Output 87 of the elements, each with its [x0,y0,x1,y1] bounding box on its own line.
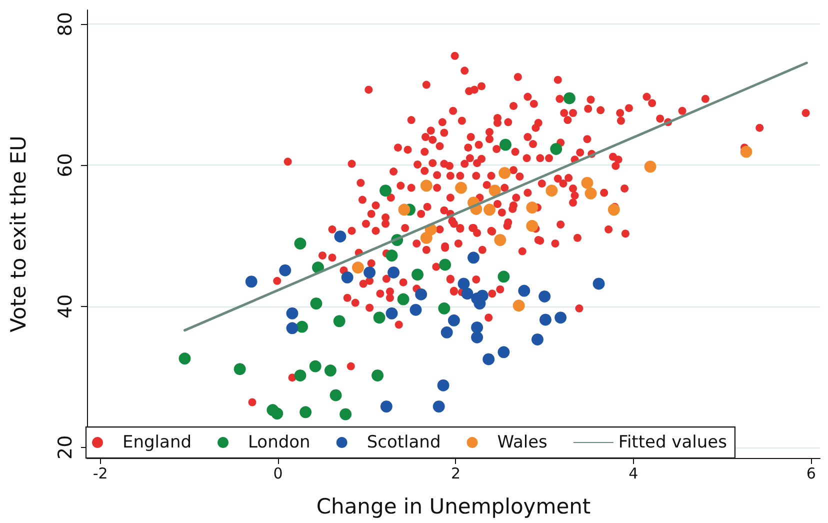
point [499,138,512,151]
point [581,176,594,189]
point [461,288,474,300]
point [309,360,322,372]
point [438,302,450,314]
point [294,238,306,250]
point [398,204,410,216]
point [531,333,544,346]
x-tick-label: -2 [92,464,108,482]
point [539,314,552,326]
point [271,408,284,420]
point [448,314,460,326]
x-axis-title: Change in Unemployment [316,494,591,518]
point [471,321,484,334]
point [310,297,322,310]
point [526,220,538,232]
point [364,266,376,278]
y-tick-label: 60 [54,153,76,178]
x-tick-label: 4 [628,464,638,482]
point [740,146,752,158]
legend-label: England [122,432,192,452]
point [245,276,258,288]
point [644,160,656,173]
x-tick-label: 0 [273,464,283,482]
point [518,284,530,297]
point [526,202,538,214]
point [488,184,501,197]
point [300,406,312,418]
legend-label: London [248,432,310,452]
point [471,331,484,344]
point [538,290,551,302]
point [286,307,298,320]
point [468,252,480,264]
point [584,187,597,200]
point [372,369,384,382]
point [455,182,468,194]
point [294,369,306,382]
point [482,353,495,366]
point [373,312,386,324]
point [420,232,432,244]
point [330,389,342,402]
y-tick-label: 20 [54,435,76,460]
point [439,258,452,271]
x-tick-label: 6 [806,464,816,482]
point [498,270,510,283]
point [324,364,336,377]
point [412,268,424,281]
point [554,312,567,324]
point [546,184,558,197]
point [341,271,354,284]
point [458,278,470,290]
point [340,408,352,420]
y-tick-label: 80 [54,12,76,36]
x-tick-label: 2 [450,464,460,482]
legend-label: Scotland [366,432,441,452]
point [178,352,191,365]
point [388,266,400,278]
point [440,326,453,338]
point [432,400,445,412]
point [333,315,346,328]
point [296,320,308,333]
y-tick-label: 40 [54,294,76,318]
point [498,166,511,179]
point [352,262,364,274]
legend-label: Wales [497,432,548,452]
point [286,322,298,334]
point [563,92,576,104]
point [380,184,392,197]
point [498,346,510,358]
point [380,400,392,412]
y-axis-title: Vote to exit the EU [6,136,30,332]
point [397,293,410,306]
point [494,234,506,246]
legend-label: Fitted values [618,432,728,452]
point [234,363,246,376]
point [410,304,422,316]
point [483,204,496,216]
point [415,288,428,300]
point [550,142,562,155]
point [437,379,450,392]
point [608,204,620,216]
point [420,180,432,192]
point [334,230,346,242]
point [592,278,605,290]
point [512,300,525,312]
point [386,307,398,320]
point [279,264,292,276]
